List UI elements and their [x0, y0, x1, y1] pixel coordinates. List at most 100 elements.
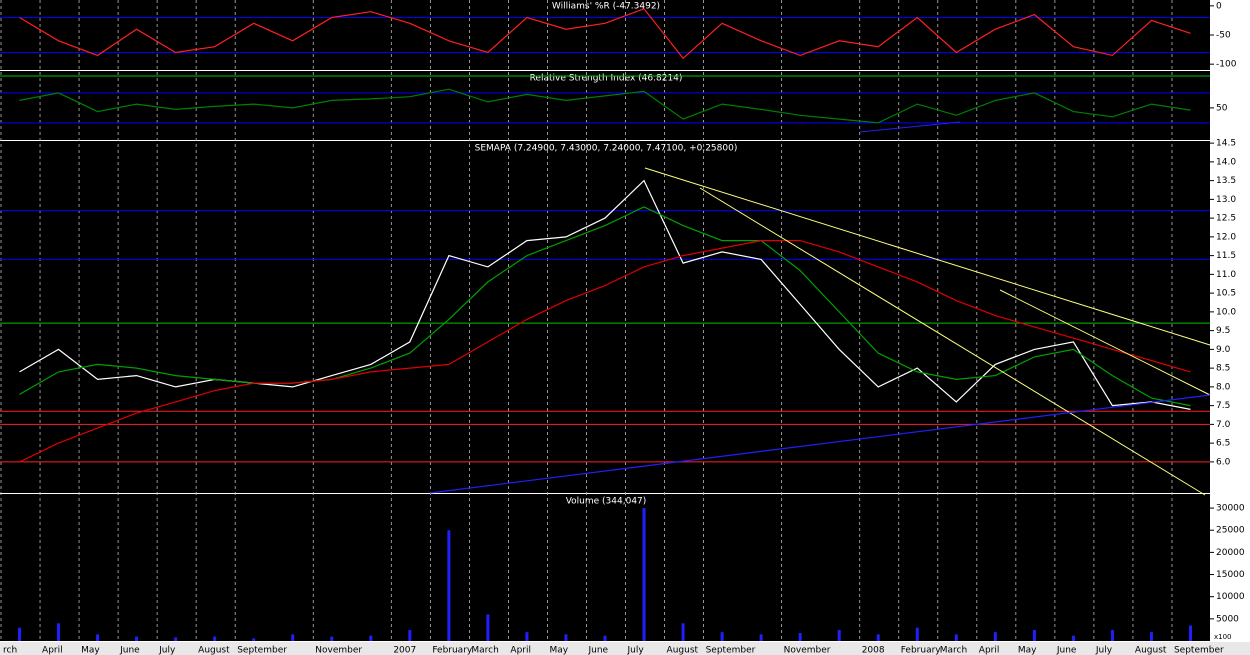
- x-tick-label: May: [1018, 646, 1037, 655]
- volume-bar: [96, 634, 100, 641]
- volume-bar: [837, 629, 841, 641]
- x-tick-label: July: [1095, 646, 1113, 655]
- volume-bar: [915, 627, 919, 641]
- x-tick-label: February: [901, 646, 942, 655]
- y-tick-label: 0: [1216, 1, 1222, 11]
- volume-bar: [486, 614, 490, 641]
- y-tick-label: -50: [1216, 31, 1231, 41]
- rsi-trend-line: [859, 121, 961, 133]
- volume-bar: [759, 634, 763, 641]
- volume-bar: [1188, 625, 1192, 641]
- volume-bar: [1110, 629, 1114, 641]
- y-tick-label: 13.0: [1216, 195, 1236, 205]
- volume-bar: [954, 634, 958, 641]
- x-tick-label: rch: [3, 646, 17, 655]
- volume-bar: [408, 629, 412, 641]
- volume-bar: [291, 634, 295, 641]
- x-tick-label: March: [940, 646, 967, 655]
- y-tick-label: 11.5: [1216, 251, 1236, 261]
- x-tick-label: September: [706, 646, 756, 655]
- axis-strip: [1210, 0, 1250, 655]
- x-tick-label: May: [81, 646, 100, 655]
- y-tick-label: 7.0: [1216, 420, 1231, 430]
- panel-title: SEMAPA (7.24900, 7.43000, 7.24000, 7.471…: [475, 144, 738, 154]
- y-tick-label: 20000: [1216, 548, 1245, 558]
- x-tick-label: 2007: [393, 646, 416, 655]
- support-line: [429, 394, 1211, 494]
- panel-title: Relative Strength Index (46.8214): [530, 74, 683, 84]
- y-tick-label: 8.0: [1216, 382, 1231, 392]
- y-tick-label: 12.0: [1216, 232, 1236, 242]
- volume-bar: [993, 632, 997, 641]
- x-tick-label: November: [784, 646, 831, 655]
- volume-bar: [798, 633, 802, 641]
- trend-line: [999, 289, 1211, 396]
- x-tick-label: June: [587, 646, 608, 655]
- volume-bar: [603, 635, 607, 641]
- y-tick-label: 6.0: [1216, 457, 1231, 467]
- x-tick-label: June: [119, 646, 140, 655]
- y-tick-label: 11.0: [1216, 270, 1236, 280]
- panel-title: Volume (344,047): [566, 497, 647, 507]
- x-tick-label: 2008: [862, 646, 885, 655]
- x-tick-label: June: [1056, 646, 1077, 655]
- y-tick-label: 10.0: [1216, 307, 1236, 317]
- series-line: [19, 206, 1191, 407]
- volume-bar: [642, 508, 646, 641]
- y-tick-label: 9.5: [1216, 326, 1230, 336]
- y-tick-label: 15000: [1216, 570, 1245, 580]
- unit-label: x100: [1214, 633, 1232, 641]
- volume-bar: [1032, 629, 1036, 641]
- y-tick-label: 8.5: [1216, 364, 1230, 374]
- trend-line: [644, 167, 1211, 346]
- volume-bar: [720, 632, 724, 641]
- y-tick-label: 12.5: [1216, 214, 1236, 224]
- volume-bar: [1149, 632, 1153, 641]
- volume-bar: [213, 636, 217, 641]
- volume-bar: [564, 634, 568, 641]
- x-tick-label: May: [549, 646, 568, 655]
- y-tick-label: 30000: [1216, 504, 1245, 514]
- date-strip: [0, 642, 1250, 655]
- y-tick-label: 10.5: [1216, 289, 1236, 299]
- x-tick-label: February: [432, 646, 473, 655]
- trend-line: [699, 187, 1206, 496]
- series-line: [19, 240, 1191, 463]
- y-tick-label: -100: [1216, 60, 1237, 70]
- volume-bar: [252, 638, 256, 641]
- x-tick-label: August: [198, 646, 230, 655]
- x-tick-label: August: [667, 646, 699, 655]
- x-tick-label: September: [237, 646, 287, 655]
- x-tick-label: August: [1135, 646, 1167, 655]
- y-tick-label: 14.5: [1216, 139, 1236, 149]
- x-tick-label: July: [627, 646, 645, 655]
- x-tick-label: April: [979, 646, 1000, 655]
- volume-bar: [18, 627, 22, 641]
- volume-bar: [330, 636, 334, 641]
- y-tick-label: 10000: [1216, 592, 1245, 602]
- volume-bar: [447, 530, 451, 641]
- volume-bar: [1071, 635, 1075, 641]
- x-tick-label: July: [158, 646, 176, 655]
- series-line: [19, 88, 1191, 124]
- y-tick-label: 25000: [1216, 526, 1245, 536]
- x-tick-label: March: [471, 646, 498, 655]
- y-tick-label: 5000: [1216, 614, 1239, 624]
- y-tick-label: 7.5: [1216, 401, 1230, 411]
- y-tick-label: 14.0: [1216, 157, 1236, 167]
- panel-title: Williams' %R (-47.3492): [552, 2, 660, 12]
- y-tick-label: 9.0: [1216, 345, 1231, 355]
- trend-lines: [429, 121, 1211, 496]
- y-tick-label: 6.5: [1216, 439, 1230, 449]
- y-tick-label: 50: [1216, 103, 1228, 113]
- volume-bar: [174, 637, 178, 641]
- x-tick-label: April: [510, 646, 531, 655]
- x-tick-label: April: [42, 646, 63, 655]
- x-tick-label: November: [315, 646, 362, 655]
- x-tick-label: September: [1174, 646, 1224, 655]
- series-line: [19, 8, 1191, 60]
- volume-bar: [876, 634, 880, 641]
